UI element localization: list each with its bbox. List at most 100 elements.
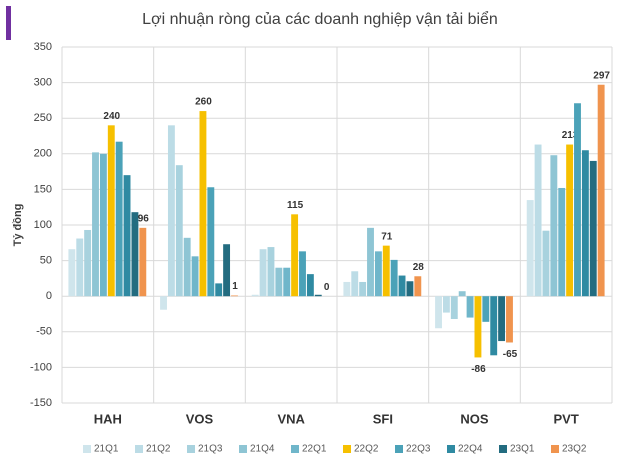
data-label: -65 [503, 349, 518, 360]
x-tick-label: NOS [460, 411, 489, 426]
bar [76, 238, 84, 297]
bar [351, 271, 359, 297]
bar [183, 237, 191, 297]
bar [435, 296, 442, 329]
bar [314, 294, 322, 297]
bar [215, 283, 223, 297]
bar [123, 175, 131, 297]
bar [291, 214, 299, 297]
bar [390, 259, 398, 297]
y-tick-label: 150 [34, 183, 52, 195]
bar [597, 84, 605, 297]
legend-label: 21Q4 [250, 444, 275, 455]
bar [343, 281, 351, 297]
data-label: 240 [103, 111, 120, 122]
data-label: -86 [471, 364, 486, 375]
y-tick-label: -150 [30, 397, 52, 409]
bar [107, 125, 115, 297]
y-tick-label: -50 [36, 326, 52, 338]
y-tick-label: 300 [34, 77, 52, 89]
bar [199, 111, 207, 297]
data-label: 28 [413, 262, 425, 273]
legend-label: 23Q1 [510, 444, 535, 455]
bar [581, 150, 589, 297]
legend-label: 21Q2 [146, 444, 171, 455]
bar [474, 296, 482, 358]
bar [367, 227, 374, 297]
data-label: 297 [593, 70, 610, 81]
y-tick-label: 50 [40, 255, 52, 267]
chart-title: Lợi nhuận ròng của các doanh nghiệp vận … [142, 10, 498, 28]
bar [259, 249, 267, 297]
bar [406, 281, 414, 297]
y-tick-label: 250 [34, 112, 52, 124]
bar [306, 274, 314, 297]
legend-swatch [239, 445, 247, 453]
legend-swatch [551, 445, 559, 453]
bar [442, 296, 450, 313]
bar [574, 103, 581, 297]
bar [231, 295, 238, 297]
y-tick-label: 0 [46, 290, 52, 302]
bar [275, 267, 283, 297]
data-label: 96 [138, 213, 150, 224]
data-label: 71 [381, 231, 393, 242]
bar [131, 212, 139, 297]
legend-label: 23Q2 [562, 444, 587, 455]
data-label: 260 [195, 97, 212, 108]
x-tick-label: VOS [186, 411, 214, 426]
bar [167, 125, 175, 297]
bar [191, 256, 199, 297]
y-tick-label: 100 [34, 219, 52, 231]
bar [283, 267, 291, 297]
legend-swatch [343, 445, 351, 453]
bar [84, 229, 92, 297]
bar [267, 247, 275, 297]
legend-swatch [135, 445, 143, 453]
bar [466, 296, 474, 318]
x-tick-label: VNA [277, 411, 305, 426]
legend-swatch [83, 445, 91, 453]
bar [398, 275, 406, 297]
bar [542, 230, 550, 297]
legend-label: 21Q3 [198, 444, 223, 455]
legend-label: 21Q1 [94, 444, 119, 455]
bar [566, 144, 574, 297]
accent-bar [6, 6, 11, 40]
bar [99, 153, 107, 297]
bar [558, 187, 566, 297]
bar [589, 160, 597, 297]
x-tick-label: HAH [94, 411, 122, 426]
legend-swatch [291, 445, 299, 453]
bar [506, 296, 513, 343]
bar [223, 244, 231, 297]
x-tick-label: PVT [554, 411, 579, 426]
bar [374, 251, 382, 297]
bar [482, 296, 490, 322]
data-label: 213 [562, 130, 579, 141]
bar [160, 296, 167, 310]
bar [207, 187, 215, 297]
legend-label: 22Q3 [406, 444, 431, 455]
bar [68, 249, 76, 297]
legend-label: 22Q2 [354, 444, 379, 455]
data-label: 0 [324, 282, 330, 293]
bar [458, 291, 466, 297]
legend-swatch [187, 445, 195, 453]
data-label: 1 [232, 281, 238, 292]
y-tick-label: 350 [34, 41, 52, 53]
bar [251, 294, 259, 297]
bar [139, 227, 147, 297]
bar [534, 144, 542, 297]
legend-label: 22Q1 [302, 444, 327, 455]
y-axis-label: Tỷ đồng [12, 204, 24, 247]
bar [414, 276, 422, 297]
bar [382, 245, 390, 297]
bar [490, 296, 498, 356]
legend-swatch [499, 445, 507, 453]
bar [175, 165, 183, 297]
bar [550, 155, 558, 297]
legend-label: 22Q4 [458, 444, 483, 455]
x-tick-label: SFI [373, 411, 393, 426]
